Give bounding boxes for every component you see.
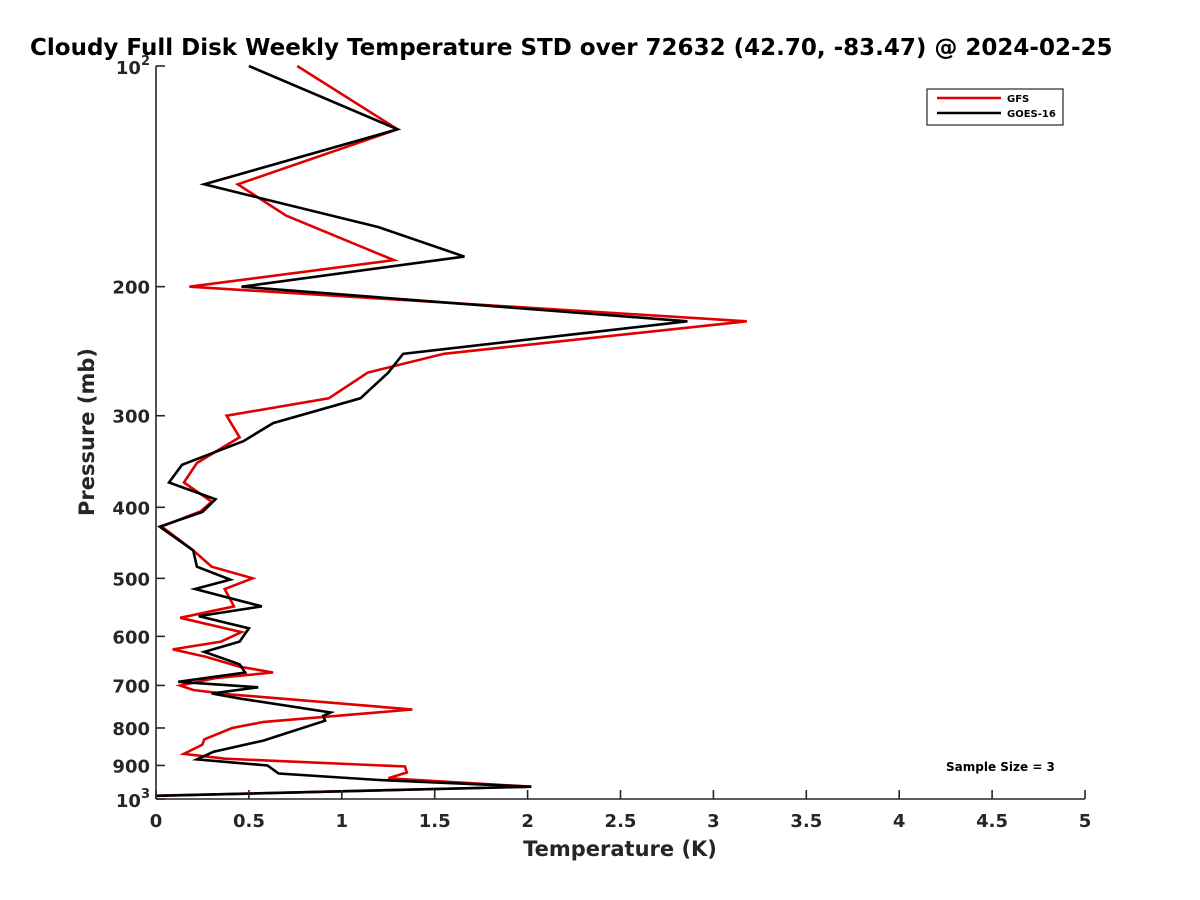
legend-entry-label: GOES-16 — [1007, 109, 1056, 120]
x-tick-label: 4 — [893, 811, 906, 832]
x-tick-label: 5 — [1079, 811, 1092, 832]
axes-layer: 0 0.5 1 1.5 2 2.5 3 3.5 4 4.5 5 102 200 300 400 500 600 7… — [112, 54, 1091, 832]
series-line-gfs — [155, 64, 747, 798]
y-tick-label: 800 — [112, 719, 150, 740]
y-tick-label: 103 — [116, 787, 150, 812]
sample-size-annotation: Sample Size = 3 — [946, 760, 1055, 774]
y-tick-label: 102 — [116, 54, 150, 79]
chart-title: Cloudy Full Disk Weekly Temperature STD … — [30, 35, 1113, 61]
series-layer — [155, 64, 747, 798]
legend: GFS GOES-16 — [926, 88, 1064, 126]
y-axis-label: Pressure (mb) — [75, 348, 99, 516]
x-tick-label: 0.5 — [233, 811, 265, 832]
series-line-goes-16 — [155, 64, 688, 798]
x-tick-label: 2.5 — [605, 811, 637, 832]
y-tick-label: 300 — [112, 407, 150, 428]
y-tick-label: 200 — [112, 278, 150, 299]
legend-entry-label: GFS — [1007, 94, 1029, 105]
y-tick-label: 500 — [112, 569, 150, 590]
x-tick-label: 3 — [707, 811, 720, 832]
x-axis-label: Temperature (K) — [523, 837, 717, 861]
x-tick-label: 1.5 — [419, 811, 451, 832]
y-tick-label: 700 — [112, 676, 150, 697]
x-tick-label: 3.5 — [790, 811, 822, 832]
x-tick-label: 1 — [336, 811, 349, 832]
y-tick-label: 400 — [112, 498, 150, 519]
y-tick-label: 900 — [112, 756, 150, 777]
x-tick-label: 0 — [150, 811, 163, 832]
y-tick-label: 600 — [112, 627, 150, 648]
x-tick-label: 2 — [521, 811, 534, 832]
x-tick-label: 4.5 — [976, 811, 1008, 832]
legend-box — [926, 88, 1064, 126]
